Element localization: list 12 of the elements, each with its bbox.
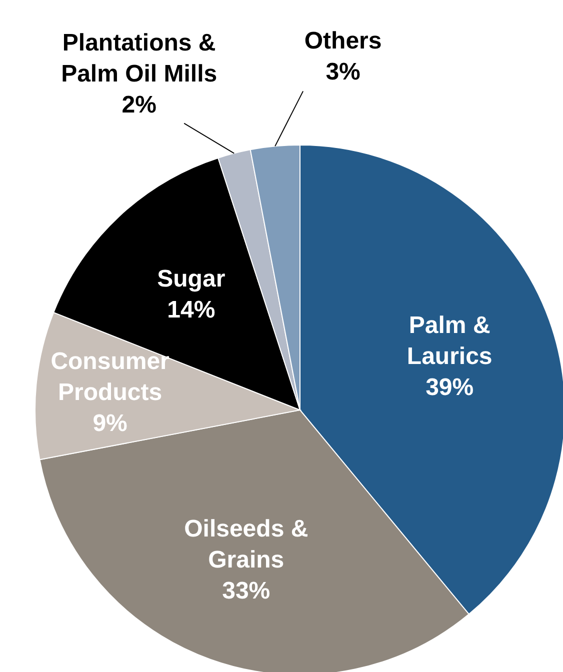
slice-label: Sugar <box>157 265 226 292</box>
slice-label: Others <box>304 27 382 54</box>
slice-label: Consumer Products <box>50 348 170 406</box>
slice-label: Oilseeds & Grains <box>184 515 308 574</box>
data-label: 39% <box>426 374 474 401</box>
data-label: 33% <box>222 577 270 604</box>
data-label: 14% <box>167 296 216 324</box>
data-label: 9% <box>92 410 128 437</box>
data-label: 3% <box>326 58 360 86</box>
data-label: 2% <box>122 90 156 118</box>
slice-label: Plantations & Palm Oil Mills <box>61 28 218 87</box>
slice-label: Palm & Laurics <box>406 312 492 370</box>
